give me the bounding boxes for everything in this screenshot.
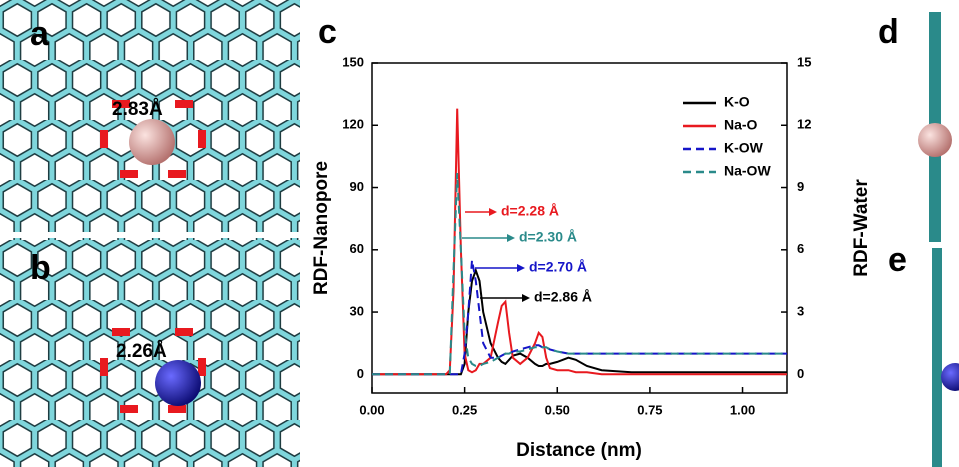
- plot-frame: [371, 62, 788, 394]
- annotation-arrowhead: [517, 264, 525, 272]
- panel-label: d: [878, 13, 899, 51]
- graphene-a: [0, 0, 300, 232]
- panel-label: e: [888, 241, 907, 279]
- annotation: d=2.28 Å: [501, 203, 559, 219]
- legend-label: K-O: [724, 94, 750, 110]
- ion-side-d: [918, 123, 952, 157]
- y2-tick-label: 9: [797, 179, 804, 194]
- annotation: d=2.86 Å: [534, 289, 592, 305]
- ion-na: [155, 360, 201, 406]
- panel-label: c: [318, 13, 337, 51]
- annotation: d=2.30 Å: [519, 229, 577, 245]
- distance-label: 2.83Å: [112, 99, 163, 120]
- annotation-arrowhead: [507, 234, 515, 242]
- ion-k: [129, 119, 175, 165]
- y-tick-label: 120: [342, 117, 364, 132]
- graphene-side-e: [932, 248, 942, 467]
- y2-axis-title: RDF-Water: [851, 179, 872, 277]
- y-tick-label: 60: [350, 241, 364, 256]
- graphene-b: [0, 238, 300, 467]
- x-tick-label: 0.25: [452, 402, 477, 417]
- series-line: [372, 172, 787, 376]
- panel-label: b: [30, 249, 51, 287]
- legend-label: K-OW: [724, 140, 764, 156]
- x-tick-label: 0.00: [359, 402, 384, 417]
- x-tick-label: 0.75: [637, 402, 662, 417]
- y-tick-label: 90: [350, 179, 364, 194]
- panel-label: a: [30, 15, 50, 53]
- series-line: [372, 267, 787, 376]
- annotation: d=2.70 Å: [529, 259, 587, 275]
- pore-edges: [100, 100, 206, 413]
- y-tick-label: 30: [350, 303, 364, 318]
- x-axis-title: Distance (nm): [516, 440, 642, 461]
- x-tick-label: 1.00: [730, 402, 755, 417]
- legend-label: Na-OW: [724, 163, 771, 179]
- y2-tick-label: 0: [797, 366, 804, 381]
- annotation-arrowhead: [489, 208, 497, 216]
- annotation-arrowhead: [522, 294, 530, 302]
- y2-tick-label: 15: [797, 54, 811, 69]
- y2-tick-label: 3: [797, 303, 804, 318]
- y2-tick-label: 6: [797, 241, 804, 256]
- y2-tick-label: 12: [797, 117, 811, 132]
- y-axis-title: RDF-Nanopore: [311, 161, 332, 295]
- series-line: [372, 108, 787, 376]
- y-tick-label: 0: [357, 366, 364, 381]
- ion-side-e: [941, 363, 959, 391]
- y-tick-label: 150: [342, 54, 364, 69]
- distance-label: 2.26Å: [116, 341, 167, 362]
- x-tick-label: 0.50: [545, 402, 570, 417]
- series-line: [372, 260, 787, 376]
- legend-label: Na-O: [724, 117, 758, 133]
